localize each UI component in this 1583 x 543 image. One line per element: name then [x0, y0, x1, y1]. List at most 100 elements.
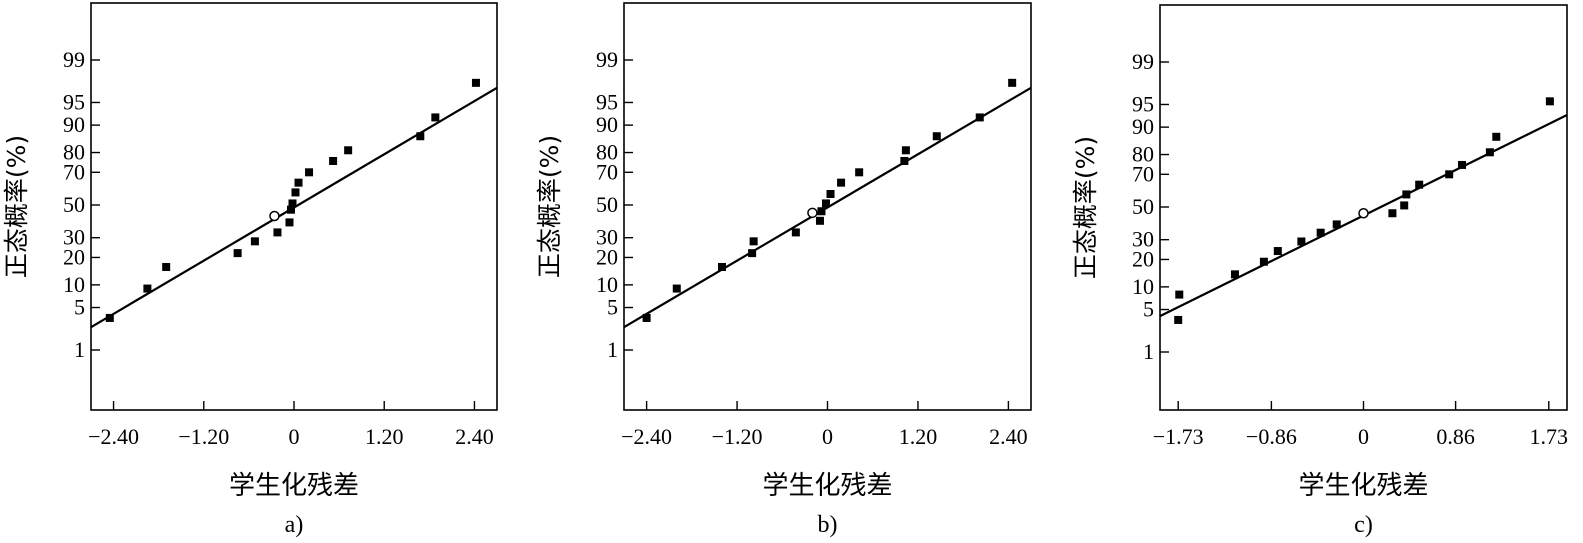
y-tick-label: 70 — [1132, 161, 1154, 186]
data-point — [431, 113, 440, 122]
data-point — [291, 188, 300, 197]
y-tick-label: 30 — [63, 225, 85, 250]
x-tick-label: 2.40 — [989, 424, 1028, 449]
data-point — [250, 237, 259, 246]
data-point — [901, 146, 910, 155]
x-tick-label: 1.20 — [899, 424, 938, 449]
data-point — [286, 205, 295, 214]
y-tick-label: 50 — [596, 192, 618, 217]
data-point — [815, 216, 824, 225]
y-tick-label: 90 — [596, 112, 618, 137]
x-tick-label: 2.40 — [455, 424, 494, 449]
data-point — [900, 156, 909, 165]
x-axis-label: 学生化残差 — [229, 471, 359, 501]
y-tick-label: 1 — [74, 337, 85, 362]
panel-label: c) — [1354, 512, 1373, 538]
y-tick-label: 80 — [1132, 142, 1154, 167]
x-tick-label: −1.73 — [1153, 424, 1204, 449]
data-point — [837, 178, 846, 187]
y-tick-label: 1 — [607, 337, 618, 362]
y-axis-label: 正态概率(%) — [1071, 136, 1100, 279]
y-tick-label: 95 — [63, 89, 85, 114]
x-tick-label: 0.86 — [1436, 424, 1475, 449]
data-point — [416, 132, 425, 141]
data-point — [1297, 237, 1306, 246]
data-point — [749, 237, 758, 246]
panel-label: a) — [285, 512, 304, 538]
x-tick-label: 1.73 — [1530, 424, 1569, 449]
y-tick-label: 99 — [1132, 49, 1154, 74]
data-point — [817, 207, 826, 216]
y-tick-label: 5 — [1143, 297, 1154, 322]
data-point — [642, 313, 651, 322]
data-point — [748, 249, 757, 258]
data-point — [1388, 209, 1397, 218]
data-point — [294, 178, 303, 187]
y-tick-label: 20 — [596, 244, 618, 269]
y-tick-label: 99 — [596, 47, 618, 72]
y-axis-label: 正态概率(%) — [2, 135, 31, 278]
data-point — [1174, 315, 1183, 324]
y-tick-label: 50 — [63, 192, 85, 217]
data-point — [233, 249, 242, 258]
data-point — [1492, 132, 1501, 141]
data-point — [344, 146, 353, 155]
y-tick-label: 30 — [1132, 227, 1154, 252]
y-tick-label: 10 — [1132, 274, 1154, 299]
data-point — [855, 168, 864, 177]
y-tick-label: 70 — [596, 159, 618, 184]
x-axis-label: 学生化残差 — [1298, 471, 1428, 501]
data-point — [1008, 78, 1017, 87]
x-axis-label: 学生化残差 — [762, 471, 892, 501]
plot-frame — [1159, 4, 1568, 411]
y-tick-label: 10 — [596, 272, 618, 297]
x-tick-label: 0 — [822, 424, 833, 449]
y-tick-label: 20 — [63, 244, 85, 269]
data-point — [1230, 270, 1239, 279]
data-point — [1316, 228, 1325, 237]
data-point-open — [1358, 208, 1369, 219]
data-point — [1402, 190, 1411, 199]
data-point — [791, 228, 800, 237]
data-point — [471, 78, 480, 87]
y-tick-label: 10 — [63, 272, 85, 297]
data-point — [932, 132, 941, 141]
y-tick-label: 90 — [1132, 114, 1154, 139]
y-tick-label: 95 — [596, 89, 618, 114]
data-point — [1458, 160, 1467, 169]
y-tick-label: 99 — [63, 47, 85, 72]
y-tick-label: 5 — [74, 295, 85, 320]
x-tick-label: −1.20 — [178, 424, 229, 449]
data-point — [717, 262, 726, 271]
data-point — [1545, 97, 1554, 106]
data-point-open — [269, 210, 280, 222]
data-point — [285, 218, 294, 227]
x-tick-label: 0 — [289, 424, 300, 449]
y-tick-label: 80 — [63, 140, 85, 165]
data-point — [1445, 170, 1454, 179]
data-point — [826, 190, 835, 199]
data-point — [162, 262, 171, 271]
data-point-open — [807, 207, 818, 219]
data-point — [329, 156, 338, 165]
data-point — [1485, 148, 1494, 157]
y-tick-label: 20 — [1132, 246, 1154, 271]
data-point — [821, 199, 830, 208]
x-tick-label: 0 — [1358, 424, 1369, 449]
data-point — [975, 113, 984, 122]
data-point — [305, 168, 314, 177]
data-point — [1175, 290, 1184, 299]
y-tick-label: 30 — [596, 225, 618, 250]
y-tick-label: 5 — [607, 295, 618, 320]
y-tick-label: 50 — [1132, 194, 1154, 219]
data-point — [143, 284, 152, 293]
data-point — [1273, 247, 1282, 256]
y-tick-label: 95 — [1132, 91, 1154, 116]
x-tick-label: −2.40 — [88, 424, 139, 449]
fit-line — [623, 86, 1032, 329]
y-tick-label: 80 — [596, 140, 618, 165]
